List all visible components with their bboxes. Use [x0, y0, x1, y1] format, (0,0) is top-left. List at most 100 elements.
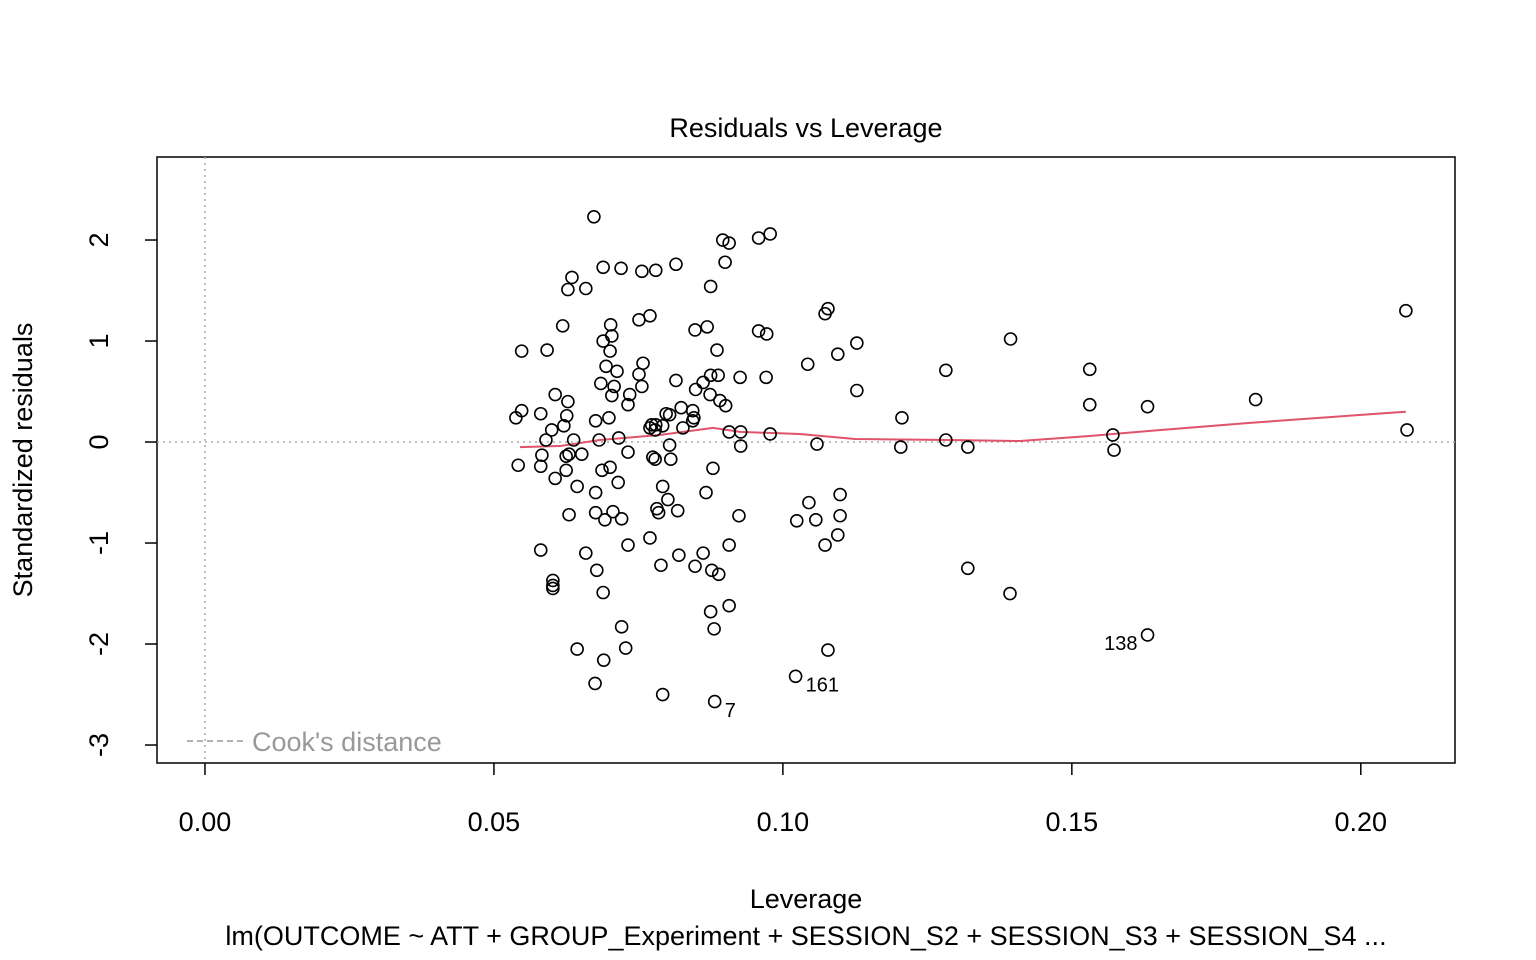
point: [961, 440, 975, 454]
point: [1140, 628, 1155, 642]
point: [833, 508, 847, 523]
point: [789, 514, 804, 528]
point: [809, 512, 823, 527]
x-tick-label: 0.10: [757, 807, 810, 837]
point: [670, 503, 685, 518]
point: [672, 548, 686, 562]
point: [592, 433, 606, 447]
point: [703, 387, 717, 402]
point: [802, 495, 816, 510]
point: [559, 463, 573, 478]
point: [733, 370, 747, 385]
point: [674, 400, 688, 415]
point: [711, 368, 725, 383]
point: [833, 487, 847, 502]
point: [733, 439, 748, 453]
point: [588, 676, 602, 691]
point: [1248, 392, 1263, 407]
x-tick-label: 0.05: [468, 807, 521, 837]
point: [511, 458, 525, 473]
point: [759, 327, 774, 341]
point: [939, 433, 953, 447]
point: [548, 387, 562, 402]
point: [598, 512, 612, 527]
point: [588, 505, 603, 520]
point: [703, 604, 718, 619]
point: [588, 485, 603, 500]
point: [599, 359, 613, 374]
point-label: 7: [725, 700, 736, 722]
point: [1140, 399, 1155, 414]
point: [1003, 332, 1018, 346]
point: [818, 306, 832, 321]
point: [648, 263, 663, 278]
point: [635, 379, 649, 394]
point: [655, 419, 670, 433]
point: [607, 379, 621, 394]
point: [830, 528, 845, 542]
y-tick-label: -3: [84, 733, 114, 757]
point: [961, 561, 975, 576]
x-tick-label: 0.20: [1335, 807, 1388, 837]
point: [763, 227, 777, 241]
x-tick-label: 0.00: [179, 807, 232, 837]
x-axis-label: Leverage: [750, 884, 863, 914]
x-tick-label: 0.15: [1046, 807, 1099, 837]
point: [587, 209, 601, 224]
point: [621, 538, 635, 552]
chart-title: Residuals vs Leverage: [669, 113, 942, 143]
point: [546, 573, 560, 588]
point: [595, 463, 609, 478]
point: [688, 382, 703, 397]
point: [533, 406, 548, 421]
point: [676, 421, 690, 435]
point: [707, 694, 722, 709]
point: [636, 356, 650, 371]
point: [706, 461, 720, 476]
point: [603, 318, 618, 332]
point: [540, 343, 554, 357]
point: [1082, 362, 1097, 377]
point: [700, 320, 714, 334]
point: [589, 563, 604, 578]
point: [603, 344, 617, 358]
point: [557, 419, 571, 433]
point: [579, 281, 593, 296]
point: [850, 383, 864, 398]
point: [561, 394, 575, 409]
point: [651, 505, 666, 520]
point: [685, 414, 700, 428]
point: [696, 546, 710, 560]
point: [733, 425, 748, 439]
point: [603, 460, 617, 475]
point: [751, 231, 766, 245]
point: [1003, 586, 1017, 601]
point: [818, 538, 832, 552]
point: [605, 388, 619, 403]
point: [570, 642, 584, 656]
point: [1400, 423, 1414, 437]
point: [669, 373, 683, 388]
point: [610, 364, 624, 379]
point: [939, 363, 953, 378]
point: [596, 334, 610, 348]
point: [621, 445, 635, 459]
point: [655, 687, 670, 702]
point: [596, 585, 610, 600]
point: [699, 485, 713, 500]
point: [643, 531, 657, 545]
point: [722, 598, 736, 613]
point: [663, 452, 678, 466]
point: [707, 622, 721, 636]
point: [614, 620, 629, 634]
point: [596, 260, 610, 275]
point: [893, 440, 908, 454]
point: [632, 313, 646, 327]
point: [614, 261, 628, 276]
y-tick-label: -2: [84, 632, 114, 656]
plot-frame: [156, 156, 1456, 764]
point: [718, 398, 733, 413]
point: [1082, 397, 1097, 412]
point: [1107, 443, 1121, 457]
point: [596, 653, 611, 667]
